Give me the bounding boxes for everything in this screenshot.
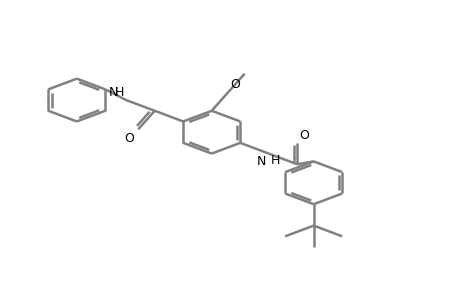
Text: H: H: [270, 154, 280, 167]
Text: O: O: [298, 129, 308, 142]
Text: N: N: [108, 86, 118, 99]
Text: O: O: [124, 132, 134, 145]
Text: O: O: [230, 78, 240, 91]
Text: N: N: [257, 155, 266, 168]
Text: H: H: [114, 86, 123, 99]
